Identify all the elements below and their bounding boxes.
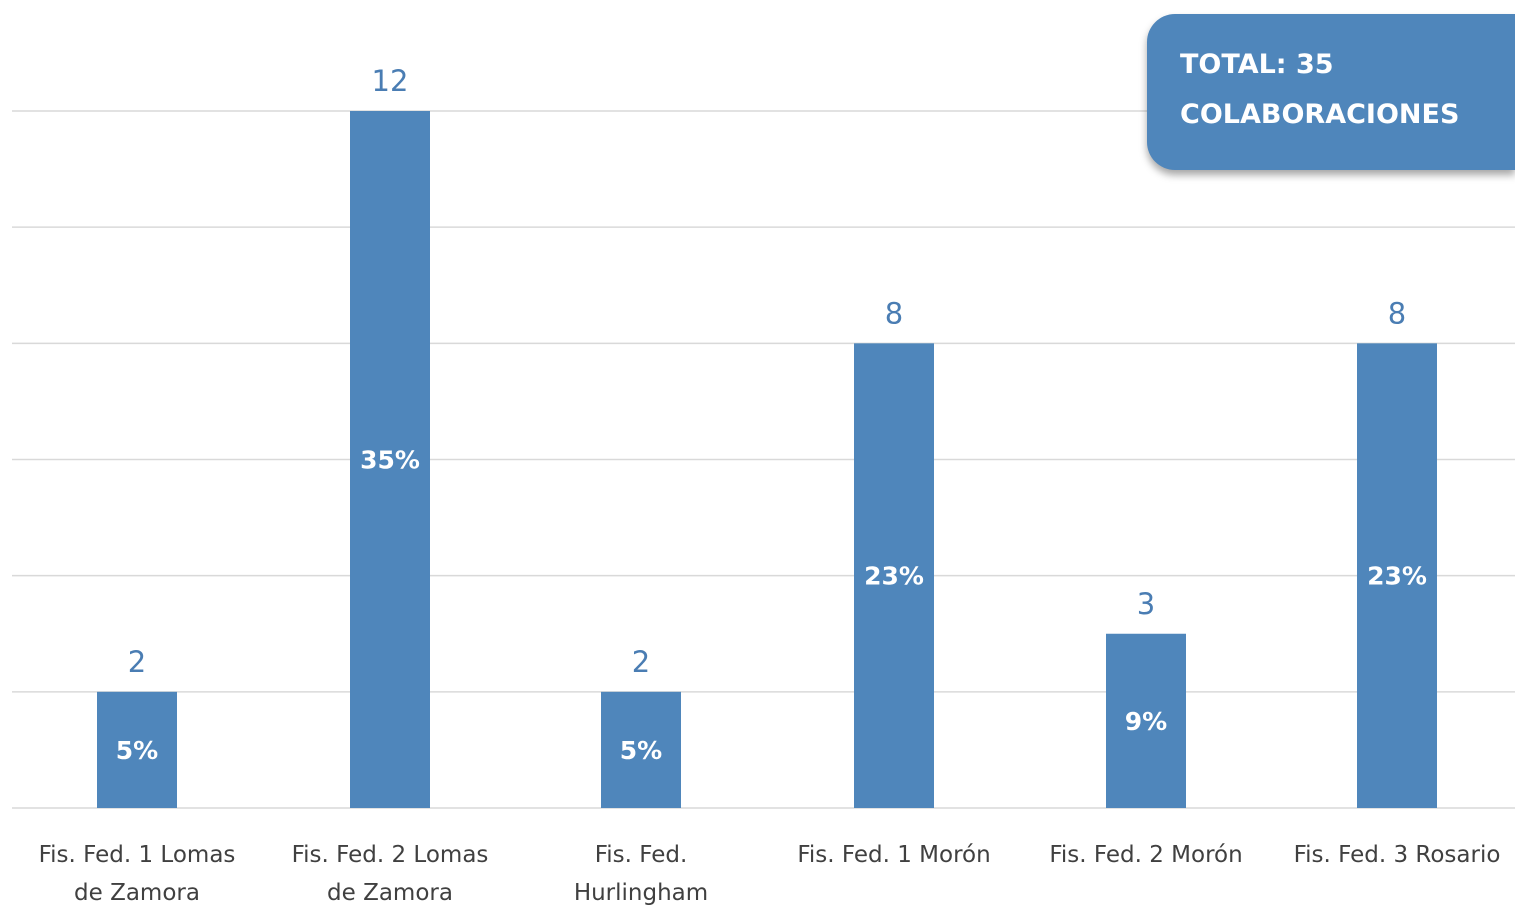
- percent-label: 5%: [620, 736, 662, 765]
- percent-label: 9%: [1125, 707, 1167, 736]
- category-label: Fis. Fed. 1 Lomas de Zamora: [39, 842, 236, 906]
- value-label: 12: [372, 64, 409, 98]
- total-callout: TOTAL: 35 COLABORACIONES: [1147, 14, 1515, 170]
- bar: [350, 111, 430, 808]
- total-unit-text: COLABORACIONES: [1180, 99, 1460, 130]
- bars: [97, 111, 1437, 808]
- bar: [1357, 343, 1437, 808]
- bar: [97, 691, 177, 808]
- percent-label: 35%: [360, 446, 420, 475]
- bar: [854, 343, 934, 808]
- percent-label: 5%: [116, 736, 158, 765]
- percent-label: 23%: [1367, 562, 1427, 591]
- category-label: Fis. Fed. 1 Morón: [797, 842, 990, 868]
- category-label: Fis. Fed. Hurlingham: [574, 842, 708, 906]
- category-label: Fis. Fed. 2 Lomas de Zamora: [292, 842, 489, 906]
- value-label: 8: [1388, 296, 1406, 330]
- category-label: Fis. Fed. 2 Morón: [1049, 842, 1242, 868]
- total-count-text: TOTAL: 35: [1180, 49, 1334, 80]
- value-label: 8: [885, 296, 903, 330]
- value-label: 2: [632, 645, 650, 679]
- bar: [601, 691, 681, 808]
- value-label: 2: [128, 645, 146, 679]
- value-label: 3: [1137, 587, 1155, 621]
- bar: [1106, 633, 1186, 808]
- percent-label: 23%: [864, 562, 924, 591]
- category-label: Fis. Fed. 3 Rosario: [1294, 842, 1501, 868]
- gridlines: [12, 110, 1515, 809]
